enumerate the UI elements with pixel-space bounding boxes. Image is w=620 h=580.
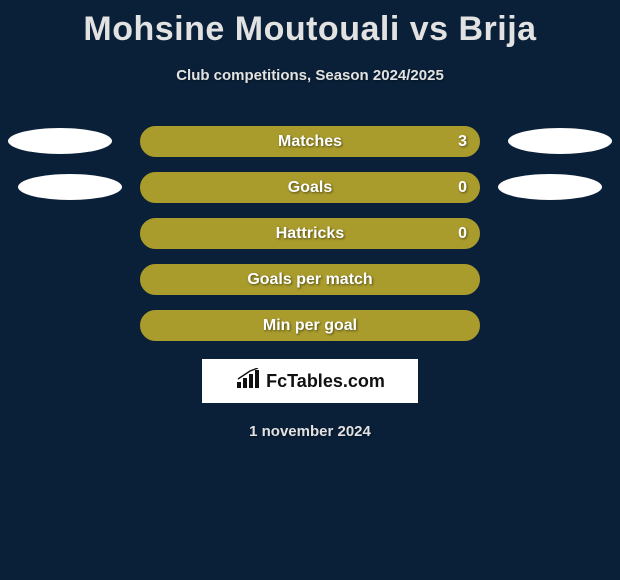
date-line: 1 november 2024: [0, 403, 620, 440]
brand-chart-icon: [235, 368, 263, 395]
stat-value: 0: [458, 225, 467, 243]
stat-row-goals: Goals 0: [140, 172, 480, 203]
brand-box: FcTables.com: [202, 359, 418, 403]
marker-ellipse-right: [498, 174, 602, 200]
stat-row-goals-per-match: Goals per match: [140, 264, 480, 295]
stat-label: Goals per match: [247, 271, 372, 289]
page-title: Mohsine Moutouali vs Brija: [0, 0, 620, 49]
stat-label: Hattricks: [276, 225, 344, 243]
stat-label: Min per goal: [263, 317, 357, 335]
stat-value: 3: [458, 133, 467, 151]
stat-value: 0: [458, 179, 467, 197]
stat-label: Goals: [288, 179, 332, 197]
stats-container: Matches 3 Goals 0 Hattricks 0 Goals per …: [0, 126, 620, 341]
subtitle: Club competitions, Season 2024/2025: [0, 49, 620, 84]
marker-ellipse-right: [508, 128, 612, 154]
stat-label: Matches: [278, 133, 342, 151]
marker-ellipse-left: [8, 128, 112, 154]
stat-row-hattricks: Hattricks 0: [140, 218, 480, 249]
stat-row-min-per-goal: Min per goal: [140, 310, 480, 341]
marker-ellipse-left: [18, 174, 122, 200]
brand-text: FcTables.com: [266, 371, 385, 392]
stat-row-matches: Matches 3: [140, 126, 480, 157]
